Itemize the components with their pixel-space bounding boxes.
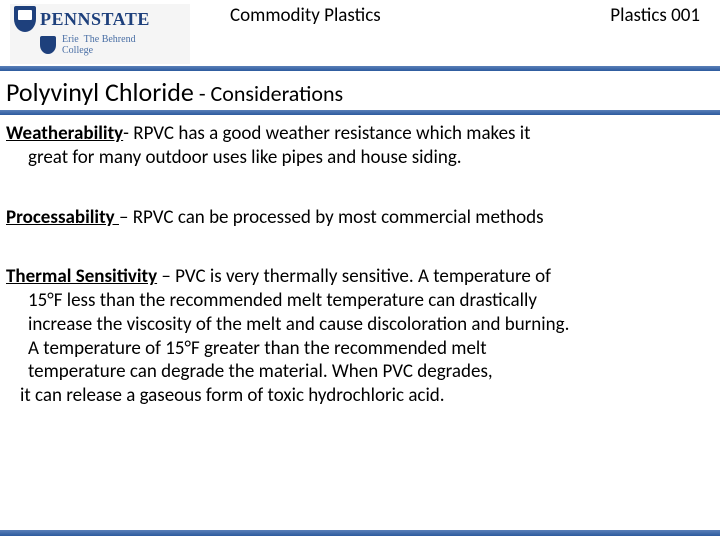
slide-header: PENNSTATE Erie The Behrend College Commo… xyxy=(0,0,720,70)
thermal-text-4: A temperature of 15°F greater than the r… xyxy=(6,337,714,361)
weatherability-text-2: great for many outdoor uses like pipes a… xyxy=(6,146,714,170)
thermal-text-6: it can release a gaseous form of toxic h… xyxy=(6,384,714,408)
section-thermal: Thermal Sensitivity – PVC is very therma… xyxy=(6,265,714,408)
thermal-text-3: increase the viscosity of the melt and c… xyxy=(6,313,714,337)
small-shield-icon xyxy=(40,36,56,54)
divider-bar-bottom xyxy=(0,530,720,536)
pennstate-logo: PENNSTATE Erie The Behrend College xyxy=(10,4,190,64)
section-weatherability: Weatherability- RPVC has a good weather … xyxy=(6,122,714,170)
course-code: Plastics 001 xyxy=(610,4,700,27)
weatherability-label: Weatherability xyxy=(6,122,123,145)
thermal-text-1: – PVC is very thermally sensitive. A tem… xyxy=(157,265,551,288)
divider-bar-under-title xyxy=(0,110,720,115)
processability-label: Processability xyxy=(6,206,119,229)
shield-icon xyxy=(14,6,36,32)
processability-text: – RPVC can be processed by most commerci… xyxy=(119,206,544,229)
thermal-text-2: 15°F less than the recommended melt temp… xyxy=(6,289,714,313)
slide-title: Polyvinyl Chloride - Considerations xyxy=(6,76,343,108)
logo-main-text: PENNSTATE xyxy=(40,9,150,30)
section-processability: Processability – RPVC can be processed b… xyxy=(6,206,714,230)
course-topic: Commodity Plastics xyxy=(230,4,381,27)
title-main: Polyvinyl Chloride xyxy=(6,76,194,108)
weatherability-text-1: - RPVC has a good weather resistance whi… xyxy=(123,122,530,145)
logo-sub-text: Erie The Behrend College xyxy=(62,34,136,56)
slide-content: Weatherability- RPVC has a good weather … xyxy=(6,122,714,444)
title-subtitle: - Considerations xyxy=(194,80,343,107)
thermal-text-5: temperature can degrade the material. Wh… xyxy=(6,360,714,384)
divider-bar-top xyxy=(0,66,720,71)
thermal-label: Thermal Sensitivity xyxy=(6,265,157,288)
